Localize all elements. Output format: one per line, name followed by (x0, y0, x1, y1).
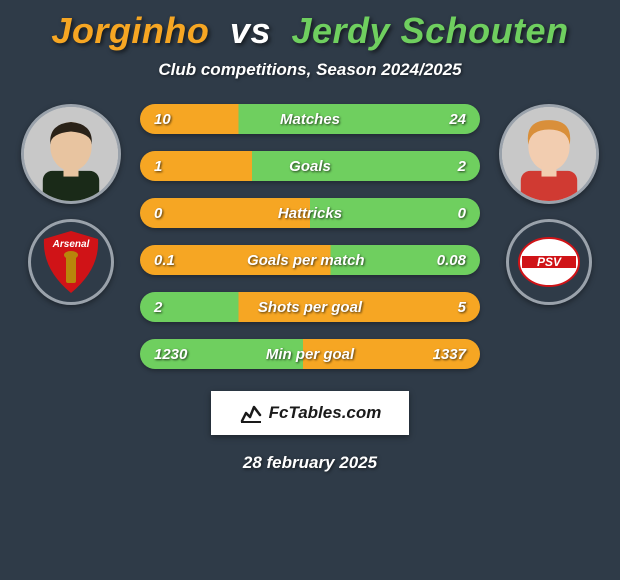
stat-label: Matches (280, 111, 340, 128)
title: Jorginho vs Jerdy Schouten (0, 10, 620, 52)
stat-value-right: 2 (458, 158, 466, 175)
stat-value-left: 0.1 (154, 252, 175, 269)
stat-value-right: 24 (449, 111, 466, 128)
content-row: Arsenal 10 Matches 24 1 Goals 2 0 Hattricks 0 0.1… (0, 104, 620, 369)
watermark-text: FcTables.com (269, 403, 382, 423)
right-side: PSV (494, 104, 604, 305)
title-player1: Jorginho (51, 10, 209, 51)
stat-value-right: 1337 (433, 346, 466, 363)
stat-value-right: 0.08 (437, 252, 466, 269)
stat-value-left: 2 (154, 299, 162, 316)
svg-text:Arsenal: Arsenal (52, 239, 90, 250)
stat-value-left: 1 (154, 158, 162, 175)
stat-bar: 10 Matches 24 (140, 104, 480, 134)
stat-label: Hattricks (278, 205, 342, 222)
stat-value-left: 1230 (154, 346, 187, 363)
title-vs: vs (230, 10, 271, 51)
title-player2: Jerdy Schouten (291, 10, 568, 51)
player1-avatar-svg (24, 107, 118, 201)
stat-bar: 1230 Min per goal 1337 (140, 339, 480, 369)
comparison-card: Jorginho vs Jerdy Schouten Club competit… (0, 0, 620, 473)
stat-bar: 0 Hattricks 0 (140, 198, 480, 228)
subtitle: Club competitions, Season 2024/2025 (0, 60, 620, 80)
player1-club-badge: Arsenal (28, 219, 114, 305)
stat-label: Goals (289, 158, 331, 175)
stat-value-right: 5 (458, 299, 466, 316)
date: 28 february 2025 (0, 453, 620, 473)
stat-label: Goals per match (247, 252, 365, 269)
stat-bar: 1 Goals 2 (140, 151, 480, 181)
arsenal-badge-icon: Arsenal (36, 227, 106, 297)
stat-value-left: 0 (154, 205, 162, 222)
watermark: FcTables.com (211, 391, 409, 435)
player2-club-badge: PSV (506, 219, 592, 305)
player2-avatar-svg (502, 107, 596, 201)
stat-value-left: 10 (154, 111, 171, 128)
stat-bars: 10 Matches 24 1 Goals 2 0 Hattricks 0 0.1 Goals pe… (140, 104, 480, 369)
player2-avatar (499, 104, 599, 204)
stat-bar: 2 Shots per goal 5 (140, 292, 480, 322)
fctables-logo-icon (239, 401, 263, 425)
stat-value-right: 0 (458, 205, 466, 222)
left-side: Arsenal (16, 104, 126, 305)
psv-badge-icon: PSV (514, 227, 584, 297)
stat-label: Shots per goal (258, 299, 362, 316)
stat-label: Min per goal (266, 346, 354, 363)
svg-text:PSV: PSV (537, 255, 562, 269)
stat-bar: 0.1 Goals per match 0.08 (140, 245, 480, 275)
player1-avatar (21, 104, 121, 204)
